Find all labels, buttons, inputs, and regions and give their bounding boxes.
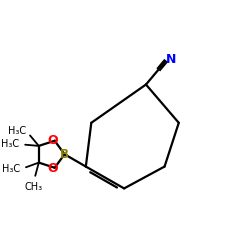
Text: N: N [166, 52, 176, 66]
Text: O: O [47, 162, 58, 175]
Text: O: O [47, 134, 58, 147]
Text: CH₃: CH₃ [25, 182, 43, 192]
Text: H₃C: H₃C [1, 139, 19, 149]
Text: H₃C: H₃C [8, 126, 26, 136]
Text: H₃C: H₃C [2, 164, 20, 174]
Text: B: B [60, 148, 69, 161]
